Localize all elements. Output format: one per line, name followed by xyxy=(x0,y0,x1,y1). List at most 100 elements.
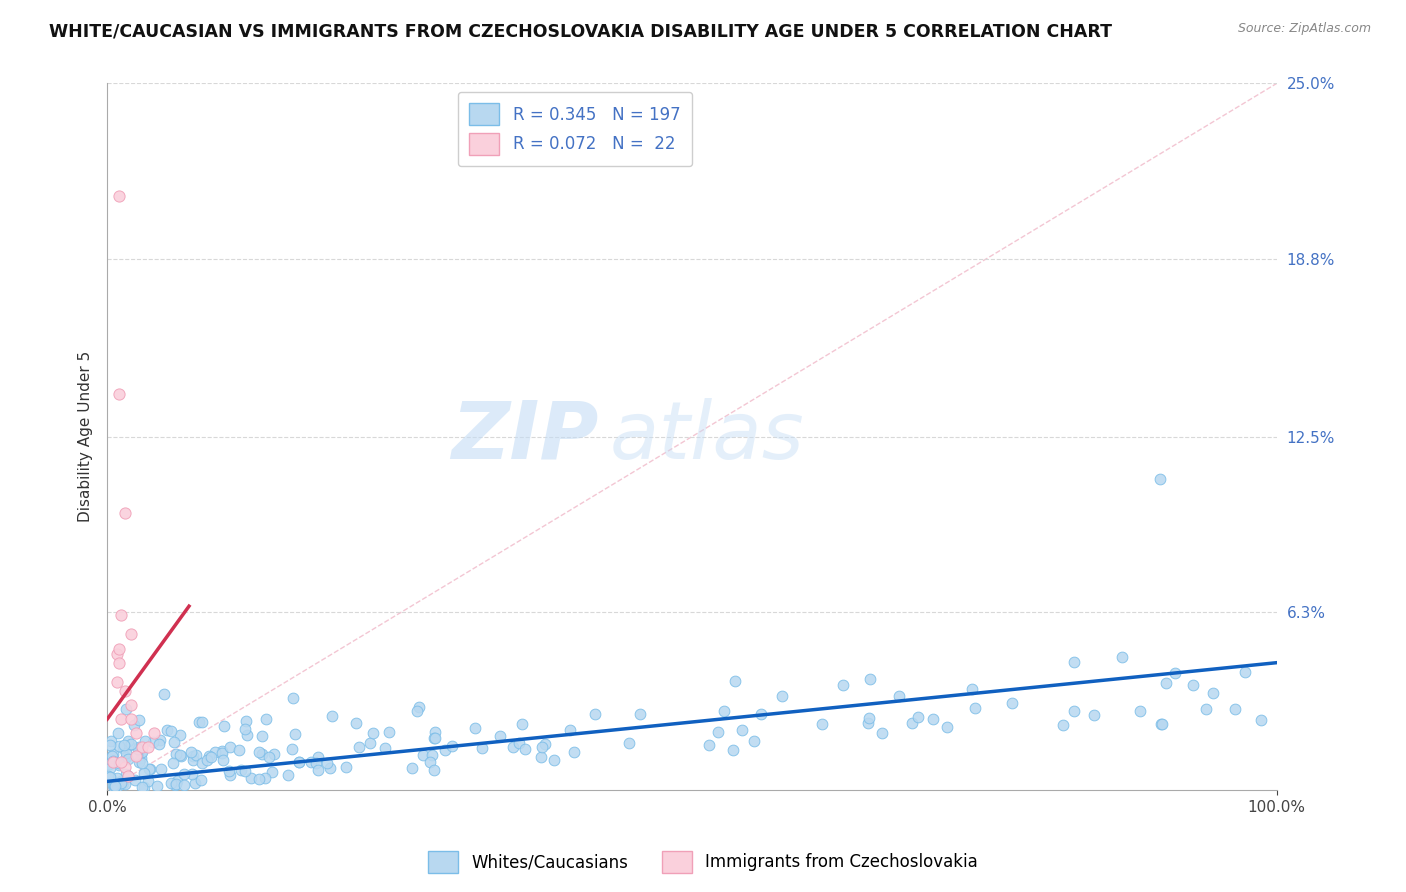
Point xyxy=(132,765,155,780)
Point xyxy=(713,704,735,718)
Point xyxy=(115,702,138,716)
Point xyxy=(1129,704,1152,718)
Point xyxy=(218,739,240,754)
Point xyxy=(105,771,128,785)
Point xyxy=(131,745,153,759)
Point xyxy=(723,674,745,689)
Point xyxy=(153,687,176,701)
Point xyxy=(406,704,429,718)
Point xyxy=(423,731,446,745)
Point xyxy=(120,712,142,726)
Point xyxy=(103,780,125,795)
Point xyxy=(321,709,343,723)
Point xyxy=(233,764,256,778)
Point xyxy=(110,776,132,790)
Point xyxy=(122,717,145,731)
Point xyxy=(530,749,553,764)
Point xyxy=(831,678,853,692)
Point xyxy=(190,772,212,787)
Text: WHITE/CAUCASIAN VS IMMIGRANTS FROM CZECHOSLOVAKIA DISABILITY AGE UNDER 5 CORRELA: WHITE/CAUCASIAN VS IMMIGRANTS FROM CZECH… xyxy=(49,22,1112,40)
Point xyxy=(1149,472,1171,486)
Point xyxy=(249,772,271,786)
Point xyxy=(166,773,188,788)
Point xyxy=(250,747,273,761)
Point xyxy=(162,756,184,770)
Point xyxy=(114,684,136,698)
Point xyxy=(280,742,302,756)
Point xyxy=(412,748,434,763)
Point xyxy=(471,741,494,756)
Point xyxy=(197,749,219,764)
Point xyxy=(101,747,124,761)
Point xyxy=(110,607,132,622)
Point xyxy=(254,713,277,727)
Point xyxy=(236,727,259,741)
Point xyxy=(335,760,357,774)
Point xyxy=(963,701,986,715)
Point xyxy=(211,746,233,760)
Point xyxy=(117,769,139,783)
Point xyxy=(1223,702,1246,716)
Point xyxy=(105,647,128,661)
Point xyxy=(173,778,195,792)
Text: Source: ZipAtlas.com: Source: ZipAtlas.com xyxy=(1237,22,1371,36)
Point xyxy=(361,726,384,740)
Point xyxy=(359,736,381,750)
Point xyxy=(150,762,173,776)
Point xyxy=(531,739,554,754)
Point xyxy=(107,739,129,753)
Point xyxy=(181,748,204,763)
Point xyxy=(1152,717,1174,731)
Point xyxy=(181,753,204,767)
Point xyxy=(872,725,894,739)
Point xyxy=(125,748,148,763)
Point xyxy=(184,747,207,762)
Point xyxy=(145,779,167,793)
Point xyxy=(212,719,235,733)
Point xyxy=(129,751,152,765)
Point xyxy=(699,738,721,752)
Point xyxy=(1164,665,1187,680)
Point xyxy=(1234,665,1257,679)
Point xyxy=(131,756,153,770)
Point xyxy=(110,755,132,769)
Point xyxy=(721,742,744,756)
Point xyxy=(104,779,127,793)
Point xyxy=(619,736,641,750)
Point xyxy=(165,777,187,791)
Point xyxy=(240,771,263,785)
Point xyxy=(139,762,162,776)
Point xyxy=(112,738,135,752)
Point xyxy=(254,771,277,785)
Point xyxy=(149,733,172,747)
Point xyxy=(749,707,772,722)
Point xyxy=(423,731,446,746)
Point xyxy=(162,735,184,749)
Point xyxy=(191,714,214,729)
Point xyxy=(125,726,148,740)
Legend: Whites/Caucasians, Immigrants from Czechoslovakia: Whites/Caucasians, Immigrants from Czech… xyxy=(422,845,984,880)
Point xyxy=(543,753,565,767)
Point xyxy=(131,740,153,755)
Point xyxy=(419,756,441,770)
Point xyxy=(284,726,307,740)
Point xyxy=(138,774,160,789)
Point xyxy=(901,716,924,731)
Point xyxy=(148,737,170,751)
Point xyxy=(98,757,121,772)
Point xyxy=(502,740,524,755)
Point xyxy=(1063,656,1085,670)
Point xyxy=(228,743,250,757)
Point xyxy=(115,749,138,764)
Point xyxy=(103,778,125,792)
Point xyxy=(235,714,257,728)
Point xyxy=(257,750,280,764)
Point xyxy=(131,780,153,795)
Point xyxy=(562,746,585,760)
Point xyxy=(120,698,142,712)
Point xyxy=(319,761,342,775)
Point xyxy=(1250,713,1272,727)
Point xyxy=(772,689,794,703)
Point xyxy=(108,387,131,401)
Point xyxy=(104,781,127,796)
